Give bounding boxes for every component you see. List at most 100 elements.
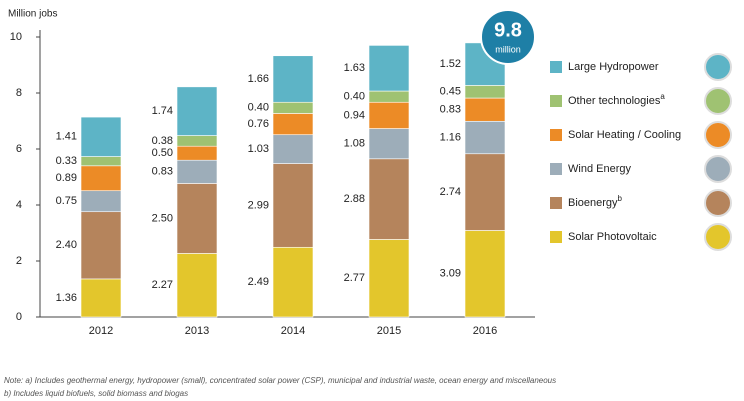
legend-label: Solar Photovoltaic bbox=[568, 231, 657, 243]
legend-name: Other technologies bbox=[568, 95, 661, 107]
value-label: 0.83 bbox=[152, 166, 173, 178]
legend-swatch bbox=[550, 163, 562, 175]
legend-icon bbox=[704, 53, 732, 81]
value-label: 0.40 bbox=[344, 91, 365, 103]
bar-segment bbox=[464, 230, 506, 318]
value-label: 0.75 bbox=[56, 195, 77, 207]
x-tick-label: 2012 bbox=[89, 325, 113, 337]
legend-label: Wind Energy bbox=[568, 163, 631, 175]
bar-segment bbox=[80, 116, 122, 157]
value-label: 2.49 bbox=[248, 276, 269, 288]
bar-segment bbox=[272, 163, 314, 248]
value-label: 3.09 bbox=[440, 268, 461, 280]
bar-segment bbox=[464, 85, 506, 99]
value-label: 2.88 bbox=[344, 193, 365, 205]
bar-segment bbox=[464, 120, 506, 155]
value-label: 0.38 bbox=[152, 135, 173, 147]
legend-swatch bbox=[550, 197, 562, 209]
bar-segment bbox=[80, 156, 122, 167]
bar-segment bbox=[176, 253, 218, 318]
legend-name: Wind Energy bbox=[568, 163, 631, 175]
bar-segment bbox=[176, 145, 218, 161]
bar-segment bbox=[464, 97, 506, 122]
bar-segment bbox=[272, 246, 314, 318]
bar-segment bbox=[80, 190, 122, 213]
value-label: 0.40 bbox=[248, 102, 269, 114]
value-label: 1.63 bbox=[344, 62, 365, 74]
y-tick-label: 6 bbox=[16, 143, 22, 155]
legend-swatch bbox=[550, 61, 562, 73]
legend-swatch bbox=[550, 95, 562, 107]
value-label: 2.99 bbox=[248, 199, 269, 211]
bar-segment bbox=[368, 239, 410, 318]
legend-label: Solar Heating / Cooling bbox=[568, 129, 681, 141]
bar-segment bbox=[368, 45, 410, 92]
bar-segment bbox=[368, 101, 410, 129]
y-axis-label: Million jobs bbox=[8, 9, 57, 20]
badge-value: 9.8 bbox=[494, 19, 522, 41]
value-label: 0.94 bbox=[344, 109, 365, 121]
bar-segment bbox=[368, 90, 410, 103]
value-label: 1.41 bbox=[56, 131, 77, 143]
y-tick-label: 10 bbox=[10, 31, 22, 43]
value-label: 2.27 bbox=[152, 279, 173, 291]
legend-icon bbox=[704, 121, 732, 149]
value-label: 1.66 bbox=[248, 73, 269, 85]
value-label: 1.74 bbox=[152, 105, 173, 117]
bar-segment bbox=[272, 101, 314, 114]
value-label: 0.76 bbox=[248, 118, 269, 130]
legend-marker: a bbox=[660, 92, 665, 101]
legend-icon bbox=[704, 189, 732, 217]
legend-swatch bbox=[550, 129, 562, 141]
bar-segment bbox=[272, 134, 314, 164]
value-label: 0.83 bbox=[440, 104, 461, 116]
bar-segment bbox=[80, 165, 122, 192]
y-tick-label: 8 bbox=[16, 87, 22, 99]
bar-segment bbox=[368, 158, 410, 240]
legend-name: Large Hydropower bbox=[568, 61, 659, 73]
bar-segment bbox=[176, 159, 218, 184]
bar-segment bbox=[176, 135, 218, 147]
value-label: 2.50 bbox=[152, 212, 173, 224]
legend-icon bbox=[704, 223, 732, 251]
value-label: 2.40 bbox=[56, 239, 77, 251]
x-tick-label: 2013 bbox=[185, 325, 209, 337]
value-label: 1.52 bbox=[440, 58, 461, 70]
value-label: 1.08 bbox=[344, 138, 365, 150]
note: Note: a) Includes geothermal energy, hyd… bbox=[4, 376, 556, 385]
bar-segment bbox=[176, 86, 218, 136]
y-tick-label: 0 bbox=[16, 311, 22, 323]
legend-icon bbox=[704, 87, 732, 115]
legend-label: Large Hydropower bbox=[568, 61, 659, 73]
legend-label: Bioenergyb bbox=[568, 194, 623, 209]
value-label: 0.50 bbox=[152, 147, 173, 159]
legend-name: Bioenergy bbox=[568, 197, 618, 209]
bar-segment bbox=[464, 153, 506, 231]
badge-unit: million bbox=[495, 44, 521, 54]
value-label: 1.03 bbox=[248, 143, 269, 155]
value-label: 2.77 bbox=[344, 272, 365, 284]
x-tick-label: 2015 bbox=[377, 325, 401, 337]
value-label: 0.45 bbox=[440, 86, 461, 98]
bar-segment bbox=[176, 183, 218, 254]
value-label: 1.36 bbox=[56, 292, 77, 304]
bar-segment bbox=[80, 211, 122, 280]
legend-marker: b bbox=[618, 194, 623, 203]
y-tick-label: 2 bbox=[16, 255, 22, 267]
value-label: 0.89 bbox=[56, 172, 77, 184]
bar-segment bbox=[368, 128, 410, 160]
legend-label: Other technologiesa bbox=[568, 92, 665, 107]
badge bbox=[480, 9, 536, 65]
value-label: 0.33 bbox=[56, 155, 77, 167]
x-tick-label: 2016 bbox=[473, 325, 497, 337]
legend-icon bbox=[704, 155, 732, 183]
bar-segment bbox=[272, 55, 314, 103]
bar-segment bbox=[272, 113, 314, 136]
value-label: 1.16 bbox=[440, 131, 461, 143]
note: b) Includes liquid biofuels, solid bioma… bbox=[4, 389, 188, 398]
value-label: 2.74 bbox=[440, 186, 461, 198]
legend-name: Solar Photovoltaic bbox=[568, 231, 657, 243]
y-tick-label: 4 bbox=[16, 199, 22, 211]
